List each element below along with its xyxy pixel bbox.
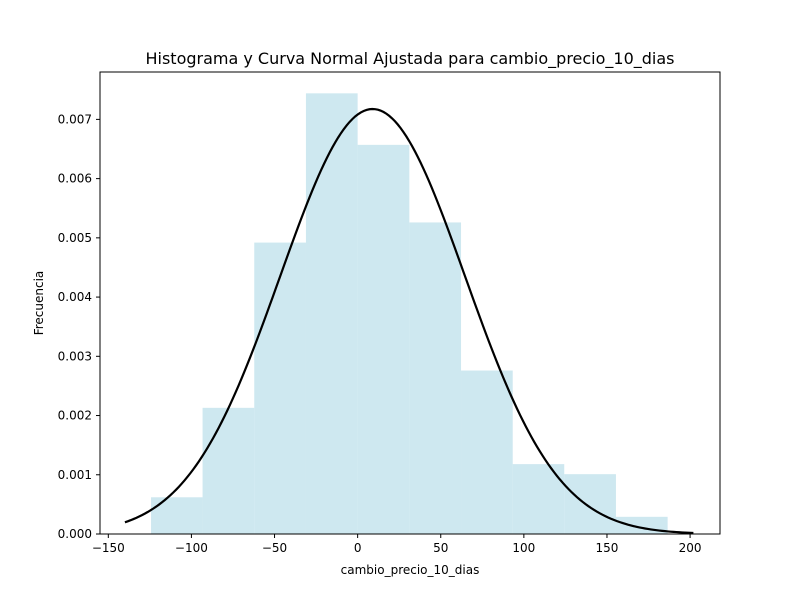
y-tick-label: 0.001 (58, 468, 92, 482)
histogram-bars (151, 93, 668, 535)
y-tick-label: 0.003 (58, 349, 92, 363)
y-tick-label: 0.006 (58, 172, 92, 186)
x-tick-label: 150 (596, 541, 619, 555)
x-tick-label: 50 (433, 541, 448, 555)
histogram-bar (461, 370, 513, 534)
y-tick-label: 0.007 (58, 112, 92, 126)
y-tick-label: 0.004 (58, 290, 92, 304)
histogram-bar (254, 242, 306, 535)
x-axis-ticks: −150 −100 −50 0 50 100 150 200 (92, 534, 702, 555)
x-tick-label: 0 (354, 541, 362, 555)
histogram-bar (202, 407, 255, 534)
x-tick-label: −100 (175, 541, 208, 555)
plot-frame (99, 71, 721, 535)
y-axis-label: Frecuencia (32, 271, 46, 336)
histogram-bar (409, 222, 462, 534)
y-tick-label: 0.005 (58, 231, 92, 245)
histogram-bar (564, 474, 616, 534)
histogram-bar (151, 497, 203, 534)
y-tick-label: 0.002 (58, 409, 92, 423)
normal-curve-line (124, 107, 694, 535)
x-tick-label: 100 (512, 541, 535, 555)
histogram-bar (357, 144, 410, 534)
y-axis-ticks: 0.000 0.001 0.002 0.003 0.004 0.005 0.006 0.007 (58, 112, 100, 541)
x-tick-label: 200 (679, 541, 702, 555)
normal-curve-group (124, 107, 694, 535)
x-axis-label: cambio_precio_10_dias (341, 563, 480, 577)
x-tick-label: −50 (262, 541, 287, 555)
chart-title: Histograma y Curva Normal Ajustada para … (145, 49, 674, 69)
histogram-bar (305, 93, 358, 535)
x-tick-label: −150 (92, 541, 125, 555)
y-tick-label: 0.000 (58, 527, 92, 541)
